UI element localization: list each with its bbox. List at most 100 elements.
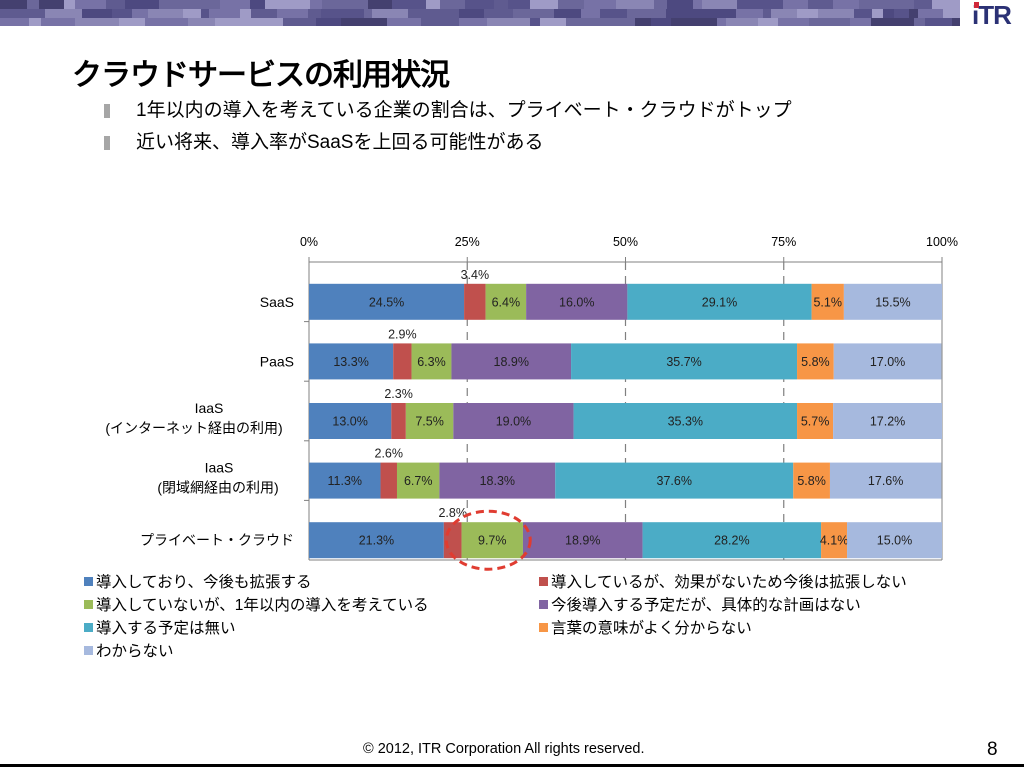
banner-tile (600, 18, 635, 26)
legend-swatch (84, 623, 93, 632)
banner-tile (943, 9, 960, 18)
data-label: 18.9% (565, 534, 600, 548)
category-label: SaaS (260, 294, 294, 310)
banner-tile (736, 9, 763, 18)
banner-tile (75, 0, 106, 9)
data-label: 29.1% (702, 295, 737, 309)
category-label-line: プライベート・クラウド (140, 532, 294, 548)
data-label: 2.6% (375, 447, 404, 461)
bar-segment (453, 403, 574, 439)
data-label: 6.4% (492, 295, 521, 309)
banner-tile (671, 18, 717, 26)
bullet-marker-icon (104, 136, 110, 150)
banner-tile (871, 18, 914, 26)
banner-tile (680, 9, 712, 18)
banner-tile (112, 9, 132, 18)
legend-item: 導入していないが、1年以内の導入を考えている (84, 597, 429, 615)
legend-swatch (84, 646, 93, 655)
bar-segment (309, 283, 465, 320)
legend-item: 今後導入する予定だが、具体的な計画はない (539, 597, 861, 615)
banner-tile (914, 18, 925, 26)
banner-tile (41, 18, 75, 26)
bar-segment (443, 522, 462, 559)
bar-segment (573, 403, 798, 439)
category-label-line: IaaS (195, 400, 224, 416)
bar-segment (555, 462, 794, 499)
legend-item: 導入しているが、効果がないため今後は拡張しない (539, 574, 907, 592)
banner-tile (39, 0, 64, 9)
banner-tile (778, 18, 809, 26)
banner-tile (508, 0, 530, 9)
bar-segment (797, 403, 834, 439)
banner-tile (717, 18, 726, 26)
banner-tile (877, 0, 914, 9)
banner-tile (952, 18, 960, 26)
banner-tile (635, 18, 651, 26)
bar-segment (380, 462, 397, 499)
bullet-item: 近い将来、導入率がSaaSを上回る可能性がある (104, 132, 792, 164)
category-label-line: (インターネット経由の利用) (105, 420, 282, 436)
legend-swatch (539, 577, 548, 586)
category-label-line: IaaS (205, 460, 234, 476)
legend-label: 導入していないが、1年以内の導入を考えている (96, 597, 429, 614)
banner-tile (484, 9, 513, 18)
legend-swatch (84, 600, 93, 609)
bullet-marker-icon (104, 104, 110, 118)
bar-segment (847, 522, 942, 559)
bar-segment (411, 343, 452, 380)
banner-tile (771, 9, 797, 18)
bullet-text: 近い将来、導入率がSaaSを上回る可能性がある (136, 132, 544, 153)
category-label: プライベート・クラウド (140, 532, 294, 548)
banner-tile (530, 0, 541, 9)
banner-tile (308, 9, 321, 18)
banner-tile (797, 9, 818, 18)
bar-segment (451, 343, 572, 380)
legend-label: 言葉の意味がよく分からない (551, 620, 752, 637)
bar-segment (829, 462, 942, 499)
bar-segment (793, 462, 830, 499)
bar-segment (461, 522, 523, 559)
banner-tile (894, 9, 909, 18)
banner-tile (372, 9, 408, 18)
banner-tile (148, 9, 183, 18)
banner-tile (932, 0, 960, 9)
banner-tile (487, 18, 530, 26)
banner-tile (106, 0, 125, 9)
banner-tile (440, 0, 465, 9)
banner-tile (145, 18, 188, 26)
data-label: 35.7% (666, 355, 701, 369)
banner-tile (132, 9, 148, 18)
banner-tile (558, 0, 584, 9)
banner-tile (741, 18, 758, 26)
banner-tile (322, 0, 368, 9)
itr-logo: iTR (972, 0, 1022, 30)
banner-tile (392, 0, 426, 9)
data-label: 13.3% (333, 355, 368, 369)
banner-tile (240, 9, 251, 18)
banner-tile (616, 0, 654, 9)
bar-segment (309, 462, 381, 499)
data-label: 18.3% (480, 474, 515, 488)
banner-tile (341, 18, 387, 26)
data-label: 13.0% (332, 415, 367, 429)
bar-segment (405, 403, 454, 439)
x-tick-label: 75% (771, 235, 796, 249)
data-label: 2.8% (438, 506, 467, 520)
banner-tile (64, 0, 75, 9)
bar-segment (811, 283, 844, 320)
legend-label: 導入しているが、効果がないため今後は拡張しない (551, 574, 907, 591)
banner-tile (654, 0, 667, 9)
bar-segment (396, 462, 440, 499)
banner-tile (75, 18, 119, 26)
highlight-ellipse (444, 509, 532, 571)
data-label: 17.2% (870, 415, 905, 429)
banner-tile (918, 9, 943, 18)
banner-tile (265, 0, 310, 9)
bullet-text: 1年以内の導入を考えている企業の割合は、プライベート・クラウドがトップ (136, 100, 792, 121)
data-label: 2.3% (384, 387, 413, 401)
x-tick-label: 0% (300, 235, 318, 249)
banner-tile (421, 18, 459, 26)
banner-tile (581, 9, 600, 18)
banner-tile (850, 18, 871, 26)
banner-tile (473, 9, 484, 18)
